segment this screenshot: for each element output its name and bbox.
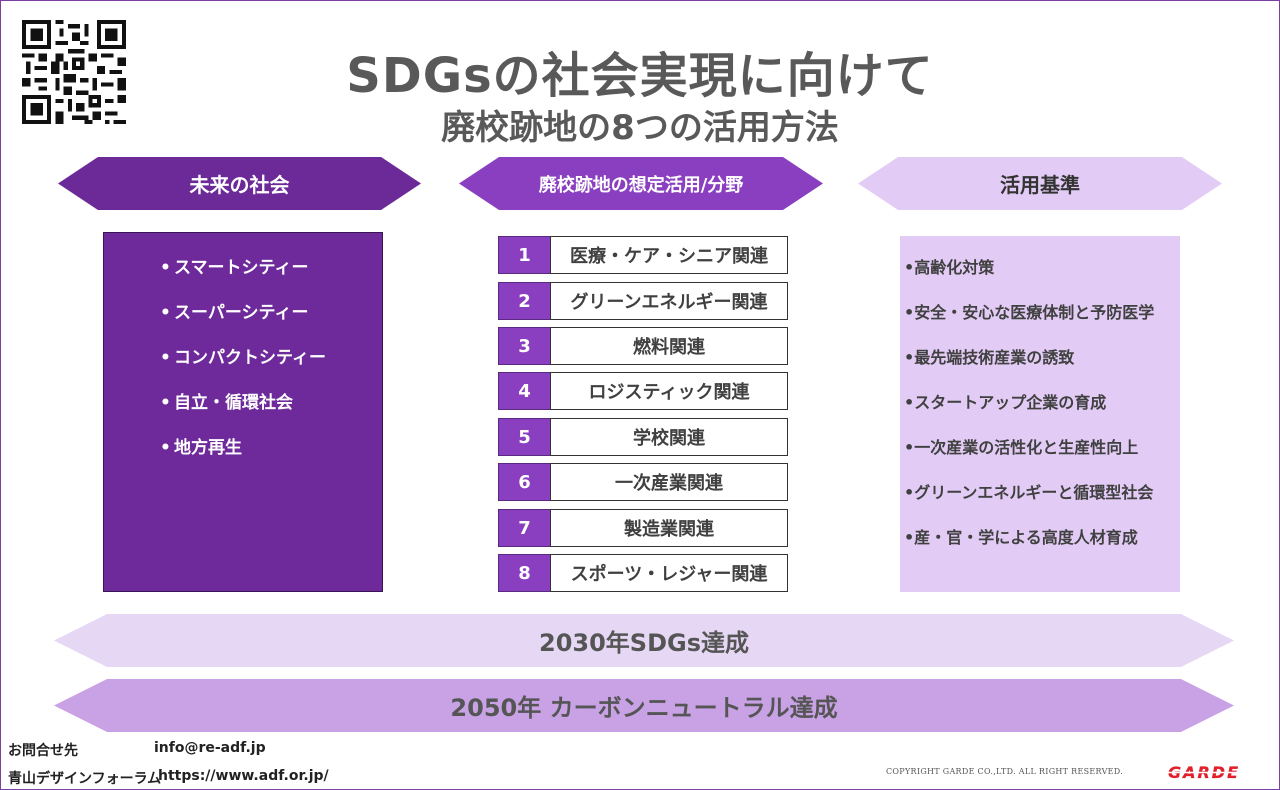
use-row-4: 4 ロジスティック関連 <box>498 372 788 410</box>
list-item: •最先端技術産業の誘致 <box>904 348 1075 367</box>
garde-logo: GARDE <box>1150 764 1258 781</box>
use-label: 学校関連 <box>550 418 788 456</box>
list-item: •産・官・学による高度人材育成 <box>904 528 1138 547</box>
use-row-7: 7 製造業関連 <box>498 509 788 547</box>
future-society-list: • スマートシティー • スーパーシティー • コンパクトシティー • 自立・循環社会 … <box>160 257 326 482</box>
use-label: ロジスティック関連 <box>550 372 788 410</box>
list-item: •一次産業の活性化と生産性向上 <box>904 438 1139 457</box>
list-item: • コンパクトシティー <box>160 348 326 368</box>
use-number: 1 <box>498 236 551 274</box>
use-row-5: 5 学校関連 <box>498 418 788 456</box>
qr-code-icon <box>22 20 126 124</box>
goal-2050-banner: 2050年 カーボンニュートラル達成 <box>54 679 1234 732</box>
list-item: • スーパーシティー <box>160 303 309 323</box>
bullet-icon: • <box>160 303 171 323</box>
use-row-8: 8 スポーツ・レジャー関連 <box>498 554 788 592</box>
bullet-icon: • <box>160 393 171 413</box>
use-row-1: 1 医療・ケア・シニア関連 <box>498 236 788 274</box>
page-subtitle: 廃校跡地の8つの活用方法 <box>441 108 839 148</box>
future-society-panel: • スマートシティー • スーパーシティー • コンパクトシティー • 自立・循環社会 … <box>103 232 383 592</box>
criteria-panel: •高齢化対策 •安全・安心な医療体制と予防医学 •最先端技術産業の誘致 •スター… <box>900 236 1180 592</box>
use-row-6: 6 一次産業関連 <box>498 463 788 501</box>
bullet-icon: • <box>160 258 171 278</box>
header-expected-uses-label: 廃校跡地の想定活用/分野 <box>538 174 744 196</box>
goal-2050-label: 2050年 カーボンニュートラル達成 <box>450 694 838 722</box>
use-label: スポーツ・レジャー関連 <box>550 554 788 592</box>
list-item: •高齢化対策 <box>904 258 995 277</box>
use-label: 製造業関連 <box>550 509 788 547</box>
header-future-society: 未来の社会 <box>58 157 421 210</box>
org-name: 青山デザインフォーラム <box>8 771 162 787</box>
header-criteria-label: 活用基準 <box>1000 173 1080 197</box>
use-label: 医療・ケア・シニア関連 <box>550 236 788 274</box>
use-row-2: 2 グリーンエネルギー関連 <box>498 282 788 320</box>
contact-label: お問合せ先 <box>8 743 78 759</box>
page-title: SDGsの社会実現に向けて <box>346 48 934 104</box>
bullet-icon: • <box>160 438 171 458</box>
use-number: 8 <box>498 554 551 592</box>
use-label: 燃料関連 <box>550 327 788 365</box>
list-item: •グリーンエネルギーと循環型社会 <box>904 483 1154 502</box>
list-item: • スマートシティー <box>160 258 309 278</box>
use-number: 4 <box>498 372 551 410</box>
copyright-text: COPYRIGHT GARDE CO.,LTD. ALL RIGHT RESER… <box>886 767 1124 776</box>
use-number: 5 <box>498 418 551 456</box>
use-number: 7 <box>498 509 551 547</box>
use-label: グリーンエネルギー関連 <box>550 282 788 320</box>
header-criteria: 活用基準 <box>858 157 1222 210</box>
use-row-3: 3 燃料関連 <box>498 327 788 365</box>
criteria-list: •高齢化対策 •安全・安心な医療体制と予防医学 •最先端技術産業の誘致 •スター… <box>904 258 1154 573</box>
bullet-icon: • <box>160 348 171 368</box>
use-number: 3 <box>498 327 551 365</box>
list-item: • 自立・循環社会 <box>160 393 293 413</box>
use-number: 2 <box>498 282 551 320</box>
goal-2030-banner: 2030年SDGs達成 <box>54 614 1234 667</box>
use-number: 6 <box>498 463 551 501</box>
list-item: • 地方再生 <box>160 438 242 458</box>
list-item: •スタートアップ企業の育成 <box>904 393 1107 412</box>
goal-2030-label: 2030年SDGs達成 <box>539 629 749 657</box>
header-expected-uses: 廃校跡地の想定活用/分野 <box>459 157 823 210</box>
org-url-link[interactable]: https://www.adf.or.jp/ <box>158 768 329 784</box>
use-label: 一次産業関連 <box>550 463 788 501</box>
header-future-society-label: 未来の社会 <box>189 173 290 197</box>
list-item: •安全・安心な医療体制と予防医学 <box>904 303 1155 322</box>
contact-email-link[interactable]: info@re-adf.jp <box>154 740 266 756</box>
